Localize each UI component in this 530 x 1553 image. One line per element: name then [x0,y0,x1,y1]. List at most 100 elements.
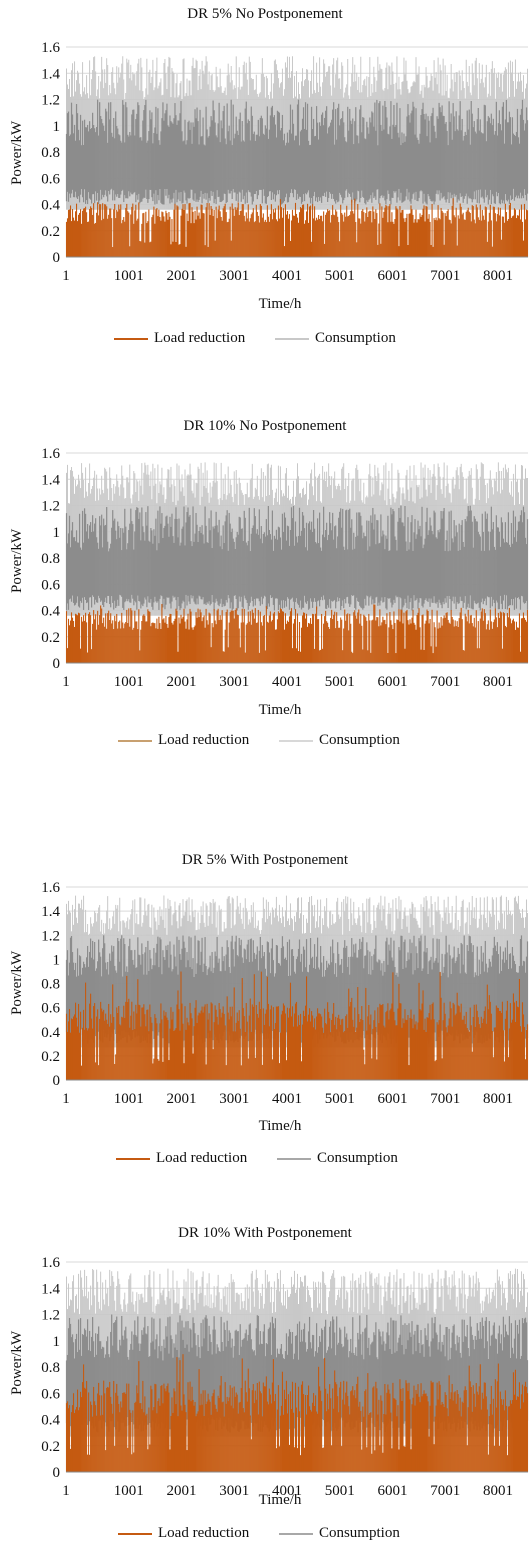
y-tick-label: 1.4 [41,66,60,82]
x-tick-label: 5001 [325,1091,355,1107]
legend-item-load-reduction: Load reduction [116,1150,247,1167]
y-tick-label: 1.4 [41,904,60,920]
x-tick-label: 2001 [166,1483,196,1499]
plot-area: 0 0.2 0.4 0.6 0.8 1 1.2 1.4 1.6 1 1001 2001 3001 4001… [41,446,529,690]
y-tick-label: 1.2 [41,1308,60,1324]
y-tick-label: 0 [53,1073,61,1089]
y-tick-label: 0.4 [41,1413,60,1429]
x-tick-label: 5001 [325,1483,355,1499]
y-tick-label: 0.4 [41,604,60,620]
x-tick-label: 1001 [114,268,144,284]
y-tick-label: 1 [53,952,61,968]
x-axis-label: Time/h [258,1118,302,1134]
x-tick-label: 3001 [219,1091,249,1107]
y-tick-label: 0.2 [41,630,60,646]
x-tick-label: 3001 [219,268,249,284]
y-tick-label: 1.6 [41,1255,60,1271]
y-tick-label: 1.6 [41,446,60,462]
legend-item-consumption: Consumption [278,732,400,749]
x-tick-label: 1 [62,268,70,284]
x-axis-label: Time/h [258,702,302,718]
y-tick-label: 1 [53,525,61,541]
y-tick-label: 0.2 [41,224,60,240]
y-tick-label: 0 [53,250,61,266]
x-tick-label: 7001 [430,1091,460,1107]
x-tick-label: 8001 [483,1483,513,1499]
y-tick-label: 0.2 [41,1439,60,1455]
y-tick-label: 0.4 [41,198,60,214]
x-tick-label: 2001 [166,1091,196,1107]
consumption-series [65,505,529,611]
legend: Load reduction Consumption [118,732,426,749]
x-tick-label: 1001 [114,1091,144,1107]
x-tick-label: 1001 [114,1483,144,1499]
y-tick-label: 0.6 [41,171,60,187]
load-reduction-series [65,971,529,1080]
legend-swatch [114,337,148,340]
y-tick-label: 0.8 [41,1360,60,1376]
load-reduction-series [65,198,529,257]
x-tick-label: 7001 [430,1483,460,1499]
y-tick-label: 1 [53,119,61,135]
legend-item-load-reduction: Load reduction [118,732,249,749]
y-tick-label: 0 [53,1465,61,1481]
x-axis-label: Time/h [258,296,302,312]
x-tick-label: 8001 [483,674,513,690]
y-tick-label: 0.6 [41,1001,60,1017]
x-tick-label: 5001 [325,674,355,690]
legend-label: Consumption [316,1150,398,1166]
y-tick-label: 0.8 [41,145,60,161]
x-tick-label: 6001 [377,1483,407,1499]
y-tick-label: 0.6 [41,577,60,593]
legend: Load reduction Consumption [116,1150,424,1167]
x-tick-label: 3001 [219,674,249,690]
x-tick-label: 3001 [219,1483,249,1499]
x-tick-label: 5001 [325,268,355,284]
legend-swatch [274,337,309,340]
x-tick-label: 8001 [483,1091,513,1107]
legend-swatch [116,1157,150,1160]
x-tick-label: 6001 [377,268,407,284]
x-tick-label: 1001 [114,674,144,690]
y-tick-label: 1.2 [41,928,60,944]
legend-swatch [276,1157,311,1160]
chart-title: DR 5% No Postponement [187,6,343,22]
consumption-series [65,99,529,205]
legend: Load reduction Consumption [114,330,422,347]
chart-title: DR 10% No Postponement [183,418,347,434]
legend-label: Load reduction [156,1150,248,1166]
legend-item-consumption: Consumption [276,1150,398,1167]
legend-swatch [118,739,152,742]
y-tick-label: 0.8 [41,977,60,993]
y-tick-label: 0.4 [41,1025,60,1041]
y-tick-label: 1.4 [41,1281,60,1297]
x-tick-label: 6001 [377,1091,407,1107]
legend-item-consumption: Consumption [274,330,396,347]
legend-label: Consumption [314,330,396,346]
y-tick-label: 1.6 [41,40,60,56]
x-tick-label: 7001 [430,674,460,690]
x-tick-label: 4001 [272,1483,302,1499]
y-tick-label: 1.4 [41,472,60,488]
chart-title: DR 10% With Postponement [178,1225,352,1241]
x-tick-label: 2001 [166,674,196,690]
x-tick-label: 4001 [272,674,302,690]
x-tick-label: 1 [62,674,70,690]
x-tick-label: 1 [62,1091,70,1107]
load-reduction-series [65,604,529,663]
y-tick-label: 1 [53,1334,61,1350]
x-tick-label: 8001 [483,268,513,284]
x-tick-label: 6001 [377,674,407,690]
legend-label: Load reduction [154,330,246,346]
chart-title: DR 5% With Postponement [181,852,349,868]
legend-label: Load reduction [158,732,250,748]
plot-area: 0 0.2 0.4 0.6 0.8 1 1.2 1.4 1.6 1 1001 2001 3001 4001… [41,1255,529,1499]
plot-area: 0 0.2 0.4 0.6 0.8 1 1.2 1.4 1.6 1 1001 2001 3001 4001… [41,40,529,284]
x-tick-label: 2001 [166,268,196,284]
legend-item-load-reduction: Load reduction [114,330,245,347]
y-tick-label: 0.2 [41,1049,60,1065]
y-tick-label: 1.6 [41,880,60,896]
y-tick-label: 0 [53,656,61,672]
x-tick-label: 1 [62,1483,70,1499]
x-tick-label: 7001 [430,268,460,284]
